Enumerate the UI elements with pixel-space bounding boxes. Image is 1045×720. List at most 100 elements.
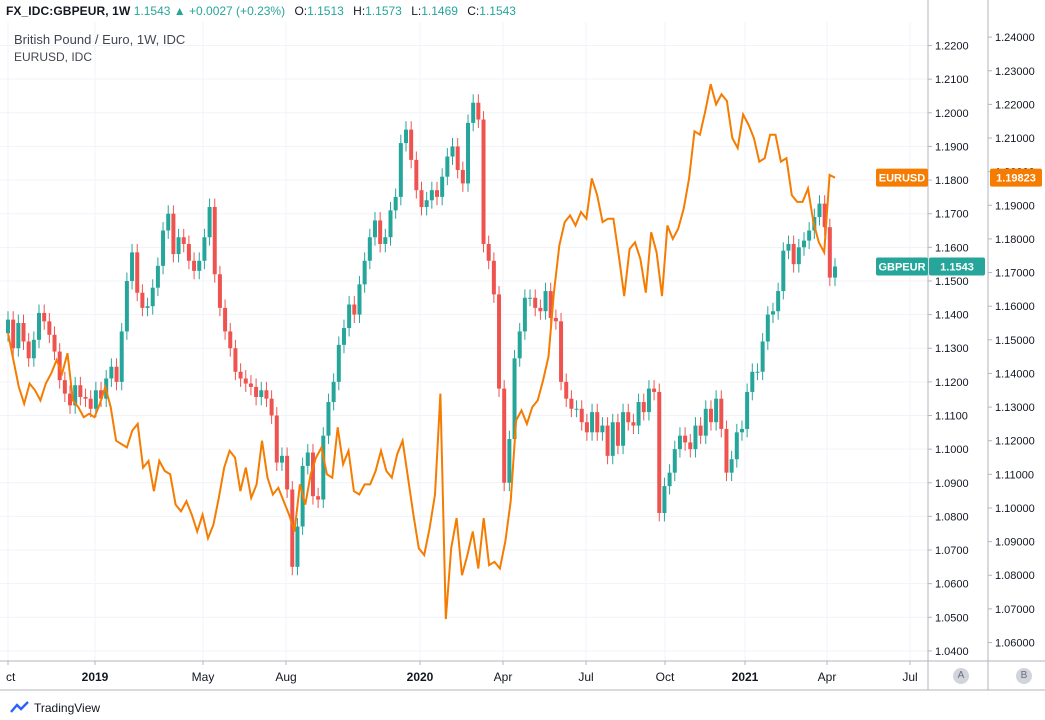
- symbol-header: FX_IDC:GBPEUR, 1W 1.1543 ▲ +0.0027 (+0.2…: [6, 2, 516, 20]
- candle: [78, 376, 83, 406]
- candle-body: [497, 294, 502, 389]
- candle-body: [403, 129, 408, 144]
- candle: [254, 378, 259, 406]
- candle-body: [569, 398, 574, 409]
- candle: [533, 289, 538, 317]
- candle-body: [600, 425, 605, 433]
- candle: [388, 201, 393, 246]
- candle: [760, 333, 765, 381]
- eurusd-line: [7, 83, 836, 620]
- right-axis-tick-label: 1.21000: [995, 133, 1035, 145]
- candle-body: [31, 339, 36, 359]
- left-axis-tick-label: 1.0800: [935, 511, 969, 523]
- candle-body: [631, 422, 636, 426]
- candle: [223, 299, 228, 340]
- candle: [171, 205, 176, 263]
- candle-body: [290, 489, 295, 567]
- candle-body: [171, 213, 176, 255]
- candle-body: [765, 314, 770, 342]
- candle-body: [801, 240, 806, 248]
- price-chart[interactable]: 1.0400 1.0500 1.0600 1.0700 1.0800 1.0900 1.10…: [0, 0, 1045, 700]
- candle: [285, 447, 290, 498]
- candle-body: [52, 334, 57, 352]
- candle-body: [667, 472, 672, 487]
- candle-body: [326, 402, 331, 436]
- candle-body: [114, 366, 119, 382]
- candle-body: [672, 449, 677, 473]
- left-axis-tick-label: 1.1800: [935, 175, 969, 187]
- candle-body: [574, 408, 579, 410]
- candle-body: [745, 391, 750, 429]
- compare-series-legend[interactable]: EURUSD, IDC: [14, 50, 93, 64]
- candle-body: [238, 371, 243, 379]
- left-axis-tick-label: 1.2100: [935, 74, 969, 86]
- candle: [207, 198, 212, 246]
- candle: [507, 430, 512, 492]
- candle-body: [621, 412, 626, 446]
- candle-body: [636, 402, 641, 426]
- candle: [770, 302, 775, 324]
- right-axis-tick-label: 1.11000: [995, 469, 1034, 481]
- auto-scale-button-left[interactable]: A: [953, 668, 969, 684]
- candle-body: [223, 307, 228, 332]
- candle: [564, 373, 569, 408]
- candle: [409, 121, 414, 169]
- candle-body: [383, 237, 388, 244]
- candle: [445, 148, 450, 186]
- left-axis-tick-label: 1.2000: [935, 108, 969, 120]
- candle-body: [714, 398, 719, 423]
- candle-body: [424, 200, 429, 207]
- candle: [11, 311, 16, 357]
- candle-body: [367, 237, 372, 261]
- candle: [212, 198, 217, 283]
- candle-body: [734, 432, 739, 460]
- up-arrow-icon: ▲: [173, 4, 186, 18]
- auto-scale-button-right[interactable]: B: [1016, 668, 1032, 684]
- candle: [626, 403, 631, 431]
- candle: [145, 297, 150, 317]
- candle-body: [161, 230, 166, 266]
- right-axis-tick-label: 1.14000: [995, 368, 1035, 380]
- candle-body: [130, 252, 135, 281]
- candle-body: [285, 455, 290, 490]
- candle-body: [150, 287, 155, 307]
- candle: [610, 413, 615, 465]
- candle: [362, 252, 367, 293]
- main-series-legend[interactable]: British Pound / Euro, 1W, IDC: [14, 32, 186, 47]
- candle: [435, 181, 440, 206]
- candle: [703, 400, 708, 445]
- right-axis-tick-label: 1.07000: [995, 604, 1035, 616]
- candle-body: [833, 266, 837, 278]
- left-axis-tick-label: 1.2200: [935, 41, 969, 53]
- candle-body: [145, 306, 150, 308]
- candle-body: [419, 190, 424, 207]
- candle-body: [321, 435, 326, 500]
- candle-body: [269, 398, 274, 416]
- candle: [657, 383, 662, 522]
- left-axis-tick-label: 1.1700: [935, 209, 969, 221]
- candle: [264, 381, 269, 408]
- symbol-name[interactable]: FX_IDC:GBPEUR, 1W: [6, 4, 131, 18]
- candle: [367, 228, 372, 270]
- candle-body: [750, 371, 755, 392]
- candle-body: [248, 383, 253, 387]
- candle-body: [807, 230, 812, 241]
- candle: [274, 407, 279, 471]
- candle: [662, 477, 667, 522]
- candle: [383, 228, 388, 253]
- candle-body: [579, 408, 584, 423]
- candle: [130, 243, 135, 290]
- gbpeur-series-tag-bg: [876, 257, 928, 276]
- candle: [683, 427, 688, 451]
- right-axis-tick-label: 1.16000: [995, 301, 1035, 313]
- candle: [114, 358, 119, 391]
- candle: [279, 447, 284, 471]
- right-axis-tick-label: 1.23000: [995, 66, 1035, 78]
- candle: [398, 134, 403, 206]
- branding[interactable]: TradingView: [10, 701, 100, 715]
- candle-body: [88, 398, 93, 409]
- candle-body: [677, 435, 682, 450]
- brand-name: TradingView: [34, 701, 101, 715]
- candle-body: [739, 428, 744, 433]
- candle: [228, 323, 233, 357]
